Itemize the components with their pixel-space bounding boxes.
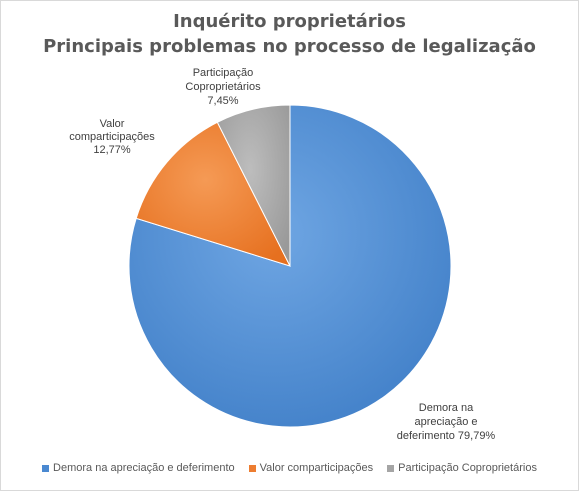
legend-label-demora: Demora na apreciação e deferimento <box>53 462 235 474</box>
data-label-demora-line: Demora na <box>419 402 474 414</box>
pie-slice-valor <box>135 121 291 267</box>
data-label-demora-line: deferimento 79,79% <box>397 430 496 442</box>
legend-swatch-demora <box>42 464 50 472</box>
legend-label-participacao: Participação Coproprietários <box>398 462 537 474</box>
chart-title-line-1: Inquérito proprietários <box>173 11 406 32</box>
chart-title-line-2: Principais problemas no processo de lega… <box>43 36 536 57</box>
data-label-valor-line: 12,77% <box>93 144 131 156</box>
legend-label-valor: Valor comparticipações <box>259 462 374 474</box>
data-label-participacao-line: Participação <box>193 67 254 79</box>
legend-item-valor: Valor comparticipações <box>248 462 374 474</box>
pie-slice-participacao <box>216 104 291 267</box>
legend-swatch-valor <box>248 464 256 472</box>
data-label-demora-line: apreciação e <box>415 416 478 428</box>
data-label-demora: Demora na apreciação e deferimento 79,79% <box>397 402 496 442</box>
data-label-participacao: Participação Coproprietários 7,45% <box>185 67 261 107</box>
data-label-participacao-line: 7,45% <box>207 95 238 107</box>
legend-item-demora: Demora na apreciação e deferimento <box>42 462 235 474</box>
legend: Demora na apreciação e deferimento Valor… <box>1 462 578 474</box>
legend-item-participacao: Participação Coproprietários <box>387 462 537 474</box>
chart-title: Inquérito proprietários Principais probl… <box>1 9 578 59</box>
data-label-valor-line: comparticipações <box>69 131 155 143</box>
data-label-valor: Valor comparticipações 12,77% <box>69 118 155 156</box>
data-label-valor-line: Valor <box>100 118 125 130</box>
legend-swatch-participacao <box>387 464 395 472</box>
data-label-participacao-line: Coproprietários <box>185 81 261 93</box>
